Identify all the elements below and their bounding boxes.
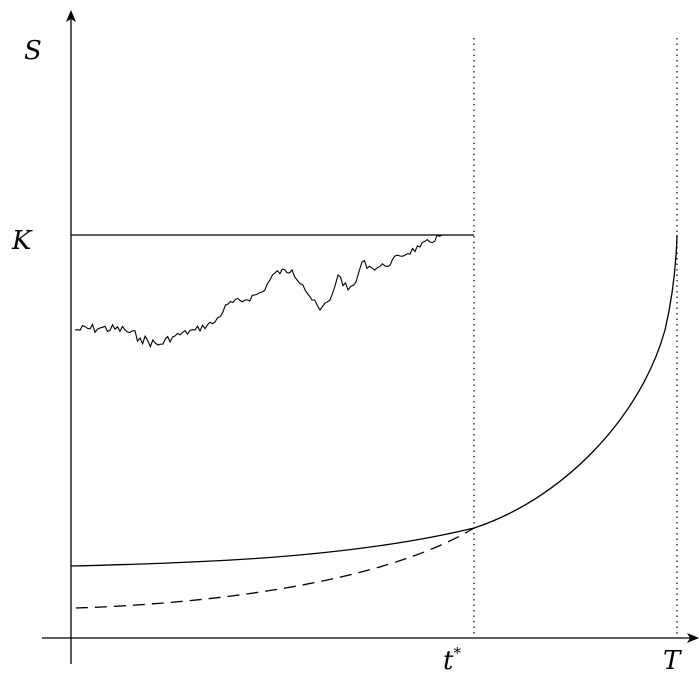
exercise-boundary-curve (70, 234, 678, 567)
maturity-label: T (663, 646, 682, 675)
t-star-superscript: * (453, 644, 461, 662)
stock-price-path (74, 234, 443, 349)
t-star-letter: t (443, 646, 454, 675)
dashed-boundary-curve (75, 527, 475, 609)
t-star-label: t* (443, 644, 461, 675)
y-axis-label: S (24, 36, 42, 66)
strike-label: K (11, 226, 33, 256)
